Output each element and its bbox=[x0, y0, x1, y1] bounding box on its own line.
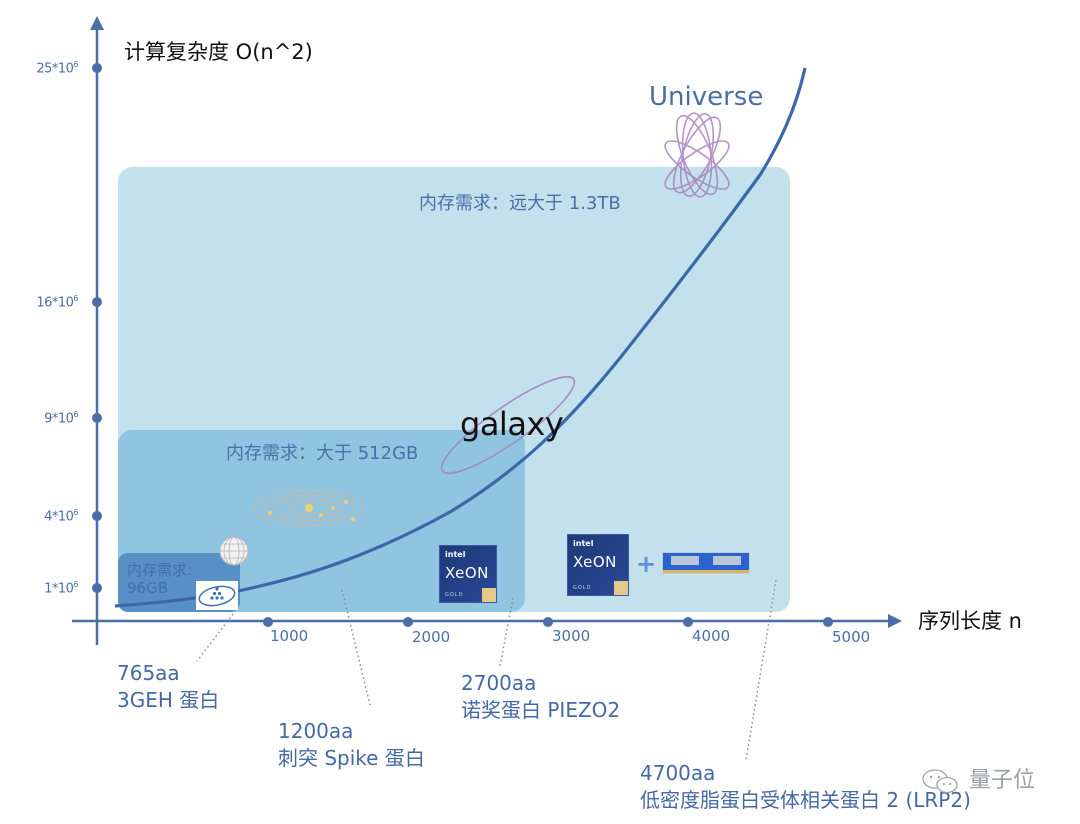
watermark: 量子位 bbox=[920, 762, 1035, 796]
ytick-dot-1 bbox=[92, 583, 102, 593]
ytick-label-25: 25*106 bbox=[36, 60, 78, 77]
protein-2700: 2700aa 诺奖蛋白 PIEZO2 bbox=[461, 670, 620, 724]
xtick-dot-2000 bbox=[403, 617, 413, 627]
xtick-label-4000: 4000 bbox=[692, 627, 731, 645]
solar-system-icon bbox=[253, 489, 365, 527]
ram-contacts bbox=[663, 570, 749, 573]
xeon-chip-icon-2: intel XeON GOLD bbox=[567, 534, 629, 596]
y-axis bbox=[90, 16, 104, 645]
xeon-brand: intel bbox=[445, 550, 466, 559]
ytick-label-4: 4*106 bbox=[44, 508, 78, 525]
protein-2700-size: 2700aa bbox=[461, 671, 537, 695]
xtick-dot-4000 bbox=[683, 617, 693, 627]
protein-4700-name: 低密度脂蛋白受体相关蛋白 2 (LRP2) bbox=[640, 788, 971, 812]
plus-icon: + bbox=[636, 550, 657, 578]
xtick-dot-5000 bbox=[823, 617, 833, 627]
ytick-dot-16 bbox=[92, 297, 102, 307]
xeon-gold-square-2 bbox=[614, 581, 628, 595]
xtick-label-2000: 2000 bbox=[412, 628, 451, 646]
protein-4700-size: 4700aa bbox=[640, 761, 716, 785]
xeon-name-2: XeON bbox=[573, 553, 617, 571]
ytick-label-16: 16*106 bbox=[36, 294, 78, 311]
xeon-chip-icon: intel XeON GOLD bbox=[439, 545, 497, 603]
ytick-dot-25 bbox=[92, 63, 102, 73]
ram-chip-right bbox=[713, 556, 741, 565]
watermark-text: 量子位 bbox=[969, 768, 1036, 793]
xtick-label-5000: 5000 bbox=[832, 628, 871, 646]
xtick-dot-3000 bbox=[543, 617, 553, 627]
universe-label: Universe bbox=[649, 82, 764, 112]
xeon-tier-2: GOLD bbox=[573, 585, 592, 591]
protein-765-name: 3GEH 蛋白 bbox=[117, 688, 220, 712]
protein-2700-name: 诺奖蛋白 PIEZO2 bbox=[461, 698, 621, 722]
ytick-label-9: 9*106 bbox=[44, 410, 78, 427]
medium-region-label: 内存需求：大于 512GB bbox=[226, 443, 419, 464]
ytick-dot-9 bbox=[92, 413, 102, 423]
protein-logo-icon bbox=[196, 581, 238, 610]
protein-1200-name: 刺突 Spike 蛋白 bbox=[278, 746, 425, 770]
xeon-gold-square bbox=[482, 588, 496, 602]
xeon-name: XeON bbox=[445, 564, 489, 582]
xtick-label-3000: 3000 bbox=[552, 627, 591, 645]
leader-2700 bbox=[499, 597, 514, 667]
protein-765-size: 765aa bbox=[117, 661, 180, 685]
protein-765: 765aa 3GEH 蛋白 bbox=[117, 660, 219, 714]
protein-logo-svg bbox=[198, 585, 236, 607]
protein-1200-size: 1200aa bbox=[278, 719, 354, 743]
ytick-label-1: 1*106 bbox=[44, 580, 78, 597]
memory-module-icon bbox=[662, 552, 750, 574]
wechat-icon bbox=[922, 769, 958, 794]
leader-4700 bbox=[745, 579, 777, 761]
small-region-label: 内存需求: 96GB bbox=[127, 561, 192, 597]
complexity-curve bbox=[114, 67, 807, 608]
galaxy-icon bbox=[440, 376, 576, 474]
xtick-dot-1000 bbox=[263, 617, 273, 627]
x-axis-title: 序列长度 n bbox=[918, 609, 1022, 633]
xeon-tier: GOLD bbox=[445, 592, 464, 598]
universe-icon bbox=[664, 112, 730, 198]
xtick-label-1000: 1000 bbox=[270, 627, 309, 645]
xeon-brand-2: intel bbox=[573, 539, 594, 548]
y-axis-title: 计算复杂度 O(n^2) bbox=[124, 40, 313, 64]
ram-chip-left bbox=[671, 556, 699, 565]
small-region-line1: 内存需求: bbox=[127, 561, 193, 579]
small-region-line2: 96GB bbox=[127, 579, 169, 597]
leader-1200 bbox=[341, 589, 371, 706]
ytick-dot-4 bbox=[92, 511, 102, 521]
protein-4700: 4700aa 低密度脂蛋白受体相关蛋白 2 (LRP2) bbox=[640, 760, 971, 814]
protein-1200: 1200aa 刺突 Spike 蛋白 bbox=[278, 718, 425, 772]
x-axis bbox=[72, 614, 902, 628]
globe-icon bbox=[219, 536, 249, 566]
galaxy-label: galaxy bbox=[460, 405, 564, 443]
large-region-label: 内存需求：远大于 1.3TB bbox=[419, 193, 621, 214]
